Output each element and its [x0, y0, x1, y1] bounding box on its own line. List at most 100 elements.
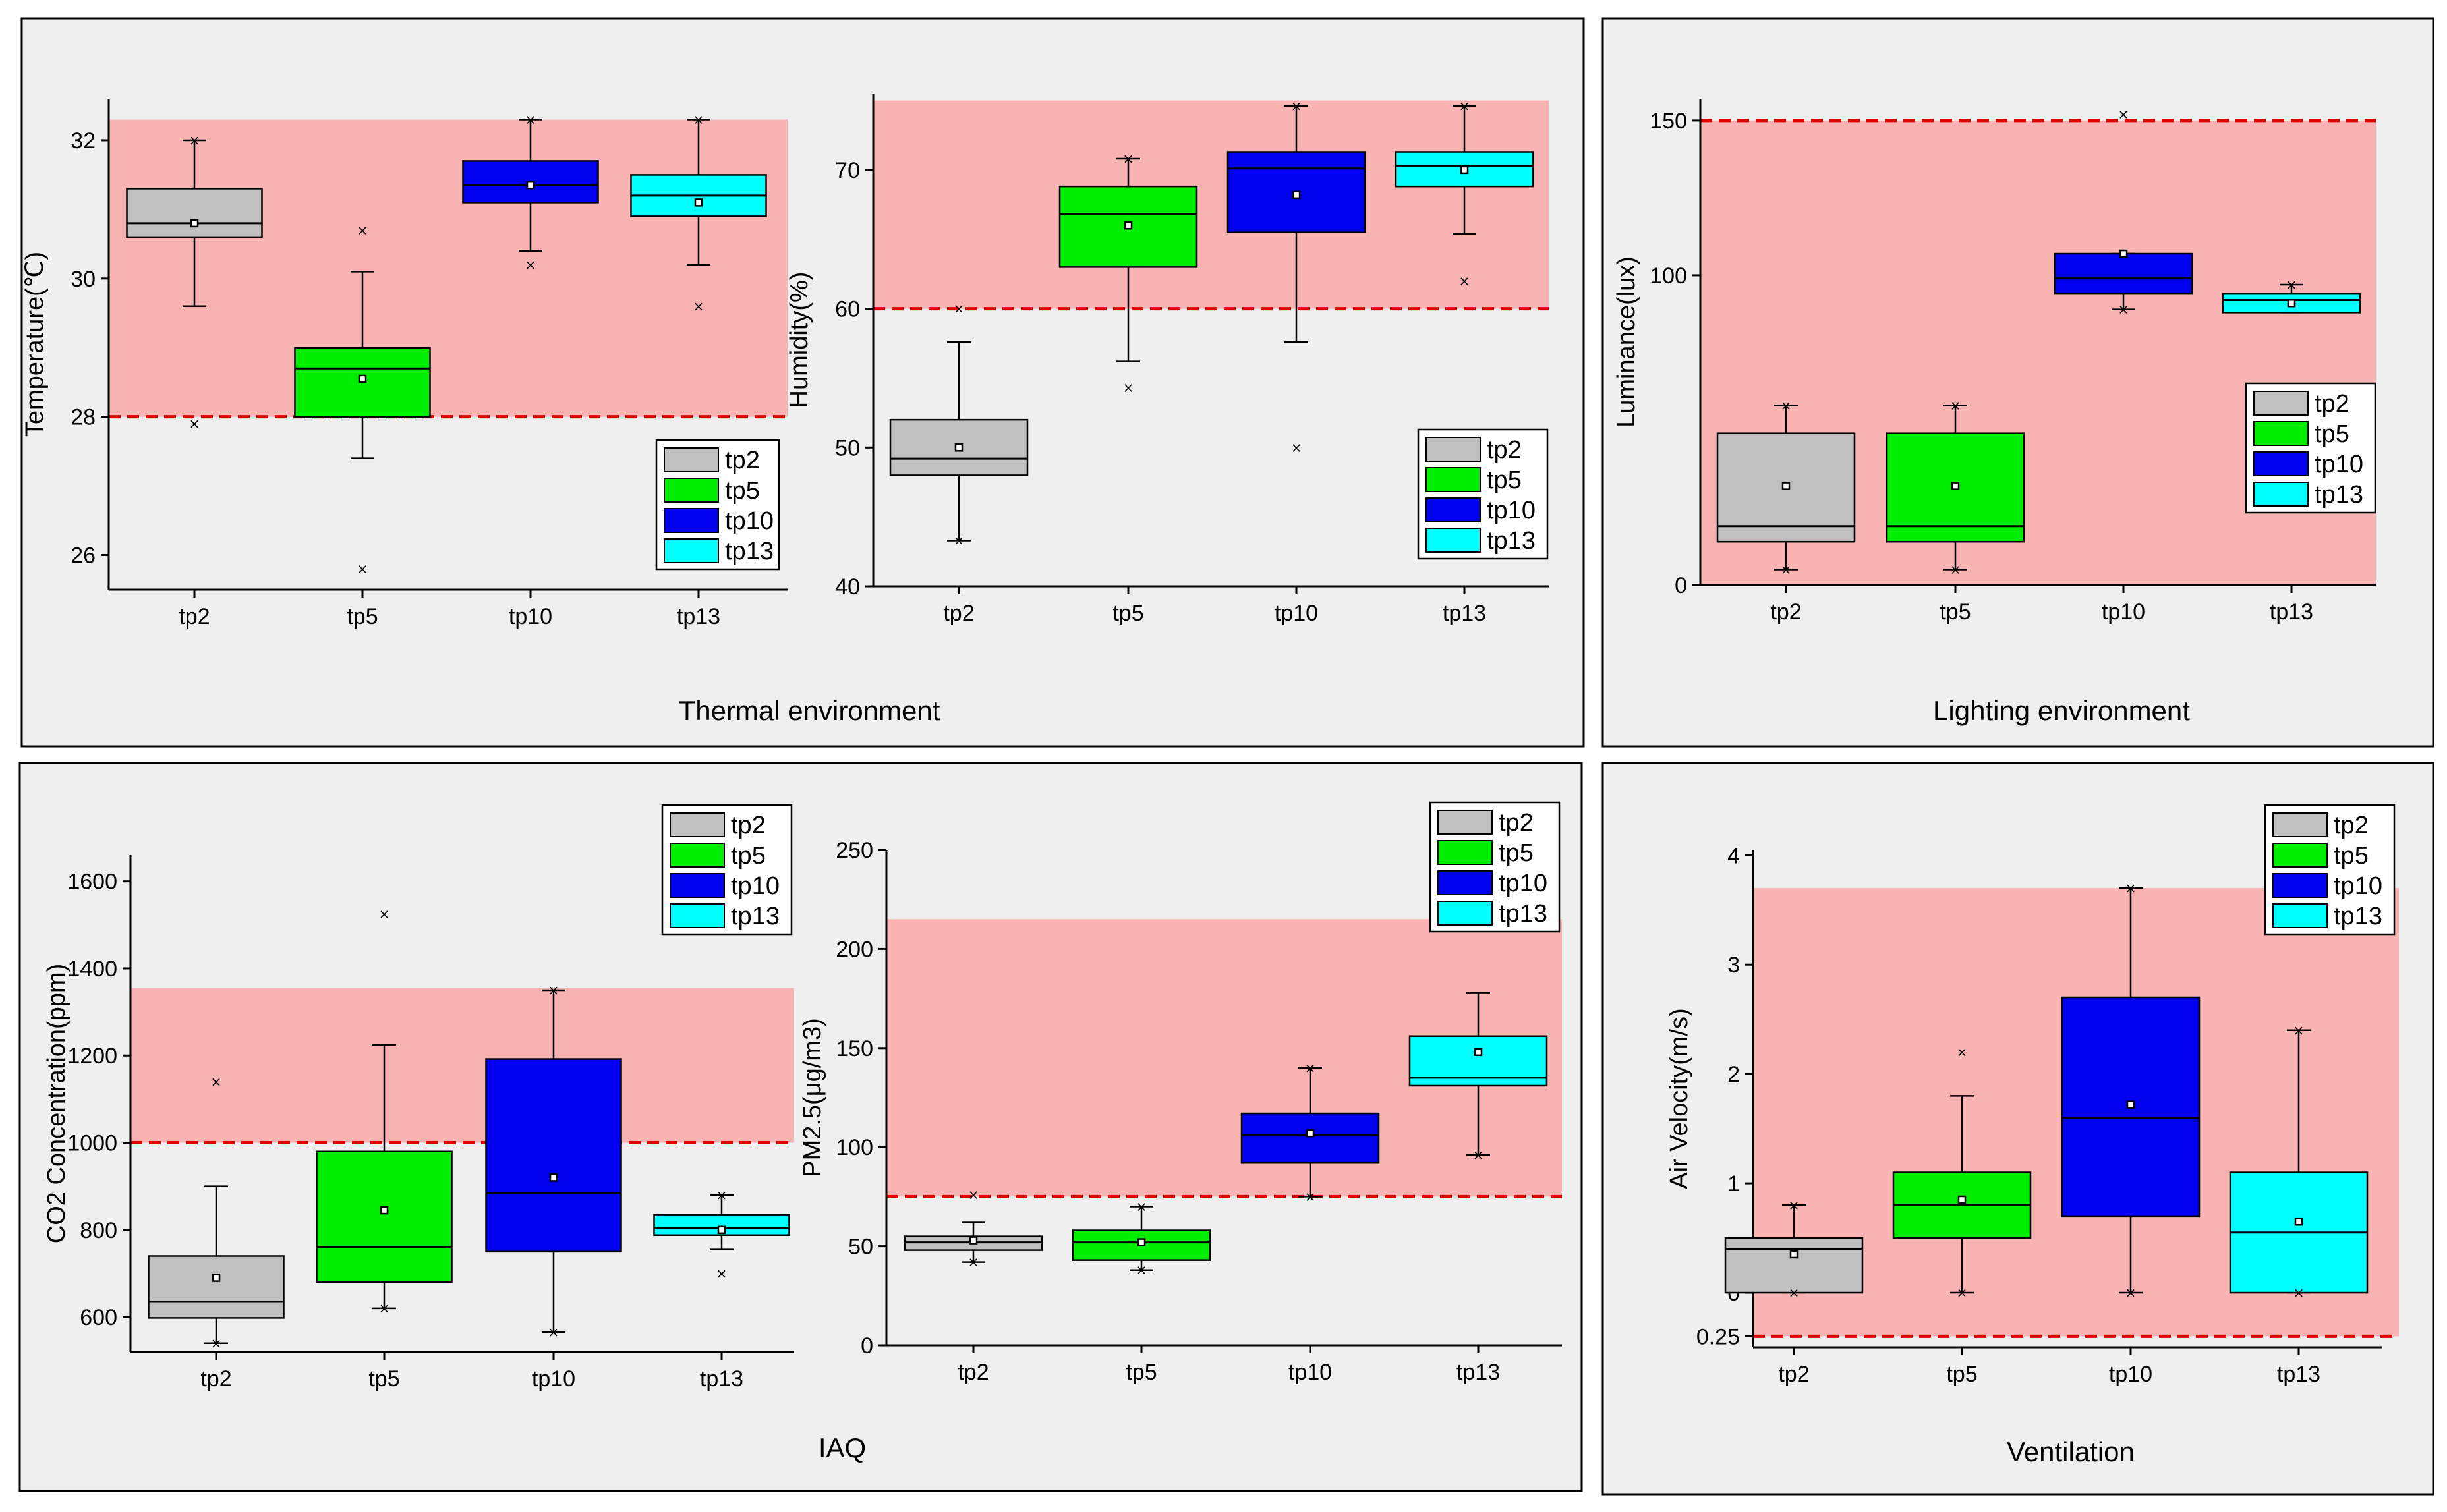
- outlier-marker: ×: [716, 1187, 728, 1203]
- x-tick-label: tp2: [1778, 1362, 1809, 1387]
- y-tick-label: 1000: [67, 1131, 117, 1156]
- y-axis-label: CO2 Concentration(ppm): [43, 964, 71, 1244]
- x-tick-label: tp13: [2277, 1362, 2320, 1387]
- outlier-marker: ×: [211, 1074, 222, 1090]
- outlier-marker: ×: [525, 257, 536, 273]
- box-tp2: ××: [889, 301, 1029, 548]
- comfort-zone: [873, 100, 1549, 309]
- comfort-zone: [109, 119, 788, 417]
- iqr-box: [148, 1255, 285, 1319]
- legend-label-tp13: tp13: [725, 538, 774, 565]
- legend-swatch-tp10: [2253, 451, 2309, 476]
- legend-label-tp2: tp2: [1499, 809, 1534, 837]
- legend-swatch-tp10: [2272, 873, 2328, 898]
- x-tick-label: tp13: [1443, 601, 1486, 626]
- legend-label-tp2: tp2: [725, 447, 760, 474]
- outlier-marker: ×: [1136, 1262, 1147, 1278]
- y-tick-label: 1600: [67, 870, 117, 895]
- mean-marker: [1789, 1250, 1799, 1259]
- outlier-marker: ×: [1957, 1285, 1968, 1301]
- iqr-box: [485, 1058, 622, 1253]
- x-tick-label: tp5: [368, 1366, 399, 1391]
- legend-label-tp2: tp2: [2315, 390, 2349, 418]
- outlier-marker: ×: [2125, 880, 2137, 896]
- y-tick-label: 1: [1727, 1171, 1740, 1196]
- outlier-marker: ×: [693, 111, 705, 127]
- box-tp2: ××: [1724, 1197, 1864, 1301]
- y-tick-label: 50: [835, 435, 860, 461]
- iqr-box: [316, 1150, 453, 1283]
- y-tick-label: 1400: [67, 957, 117, 982]
- legend-swatch-tp2: [2253, 391, 2309, 416]
- y-tick-label: 250: [836, 838, 873, 863]
- outlier-marker: ×: [379, 1301, 390, 1316]
- legend-swatch-tp2: [670, 812, 725, 837]
- outlier-marker: ×: [525, 111, 536, 127]
- box-tp13: ××: [1395, 98, 1534, 289]
- y-tick-label: 200: [836, 937, 873, 962]
- legend-label-tp13: tp13: [2334, 903, 2382, 930]
- box-tp10: ××: [2061, 880, 2201, 1301]
- box-tp13: ×: [1408, 992, 1548, 1163]
- legend-label-tp13: tp13: [2315, 481, 2363, 509]
- legend-label-tp13: tp13: [731, 903, 780, 930]
- iqr-box: [126, 188, 263, 238]
- legend-swatch-tp5: [1437, 840, 1493, 865]
- mean-marker: [526, 181, 535, 190]
- legend-label-tp10: tp10: [1487, 497, 1536, 524]
- y-tick-label: 40: [835, 574, 860, 600]
- legend-label-tp5: tp5: [2334, 842, 2369, 870]
- mean-marker: [1474, 1048, 1483, 1057]
- outlier-marker: ×: [1305, 1189, 1316, 1204]
- x-tick-label: tp5: [1112, 601, 1143, 626]
- outlier-marker: ×: [2293, 1022, 2305, 1038]
- legend-label-tp2: tp2: [731, 812, 766, 839]
- outlier-marker: ×: [548, 1324, 560, 1340]
- mean-marker: [2287, 298, 2296, 308]
- y-axis-label: Humidity(%): [786, 272, 813, 408]
- mean-marker: [969, 1236, 978, 1245]
- box-tp5: ××: [1886, 397, 2025, 577]
- mean-marker: [1951, 482, 1960, 490]
- outlier-marker: ×: [357, 561, 368, 577]
- box-tp10: ××: [2054, 107, 2193, 318]
- outlier-marker: ×: [1957, 1044, 1968, 1060]
- iqr-box: [1240, 1112, 1380, 1164]
- y-tick-label: 32: [71, 128, 96, 154]
- ventilation-caption: Ventilation: [2007, 1436, 2135, 1467]
- legend-label-tp10: tp10: [1499, 870, 1547, 897]
- y-tick-label: 30: [71, 267, 96, 292]
- box-tp10: ××: [485, 982, 622, 1340]
- box-tp13: ××: [2229, 1022, 2369, 1301]
- box-tp13: ××: [630, 111, 767, 314]
- mean-marker: [1292, 190, 1301, 200]
- mean-marker: [549, 1173, 558, 1182]
- x-tick-label: tp2: [943, 601, 974, 626]
- outlier-marker: ×: [1136, 1198, 1147, 1214]
- outlier-marker: ×: [1459, 98, 1470, 114]
- legend-swatch-tp2: [664, 447, 719, 472]
- outlier-marker: ×: [1789, 1197, 1800, 1213]
- box-tp5: ××: [294, 222, 431, 577]
- x-tick-label: tp10: [532, 1366, 575, 1391]
- legend-swatch-tp2: [2272, 812, 2328, 837]
- legend-swatch-tp5: [2253, 421, 2309, 446]
- y-axis-label: Luminance(lux): [1613, 256, 1640, 428]
- box-tp5: ××: [316, 906, 453, 1316]
- box-tp5: ××: [1058, 151, 1198, 396]
- mean-marker: [2126, 1100, 2135, 1109]
- outlier-marker: ×: [716, 1266, 728, 1281]
- outlier-marker: ×: [189, 132, 200, 148]
- box-tp10: ××: [1240, 1060, 1380, 1204]
- legend-swatch-tp13: [1437, 901, 1493, 926]
- legend-label-tp5: tp5: [2315, 420, 2349, 448]
- legend-swatch-tp5: [1425, 467, 1481, 492]
- iqr-box: [2054, 252, 2193, 295]
- legend-swatch-tp5: [2272, 843, 2328, 868]
- outlier-marker: ×: [1459, 273, 1470, 289]
